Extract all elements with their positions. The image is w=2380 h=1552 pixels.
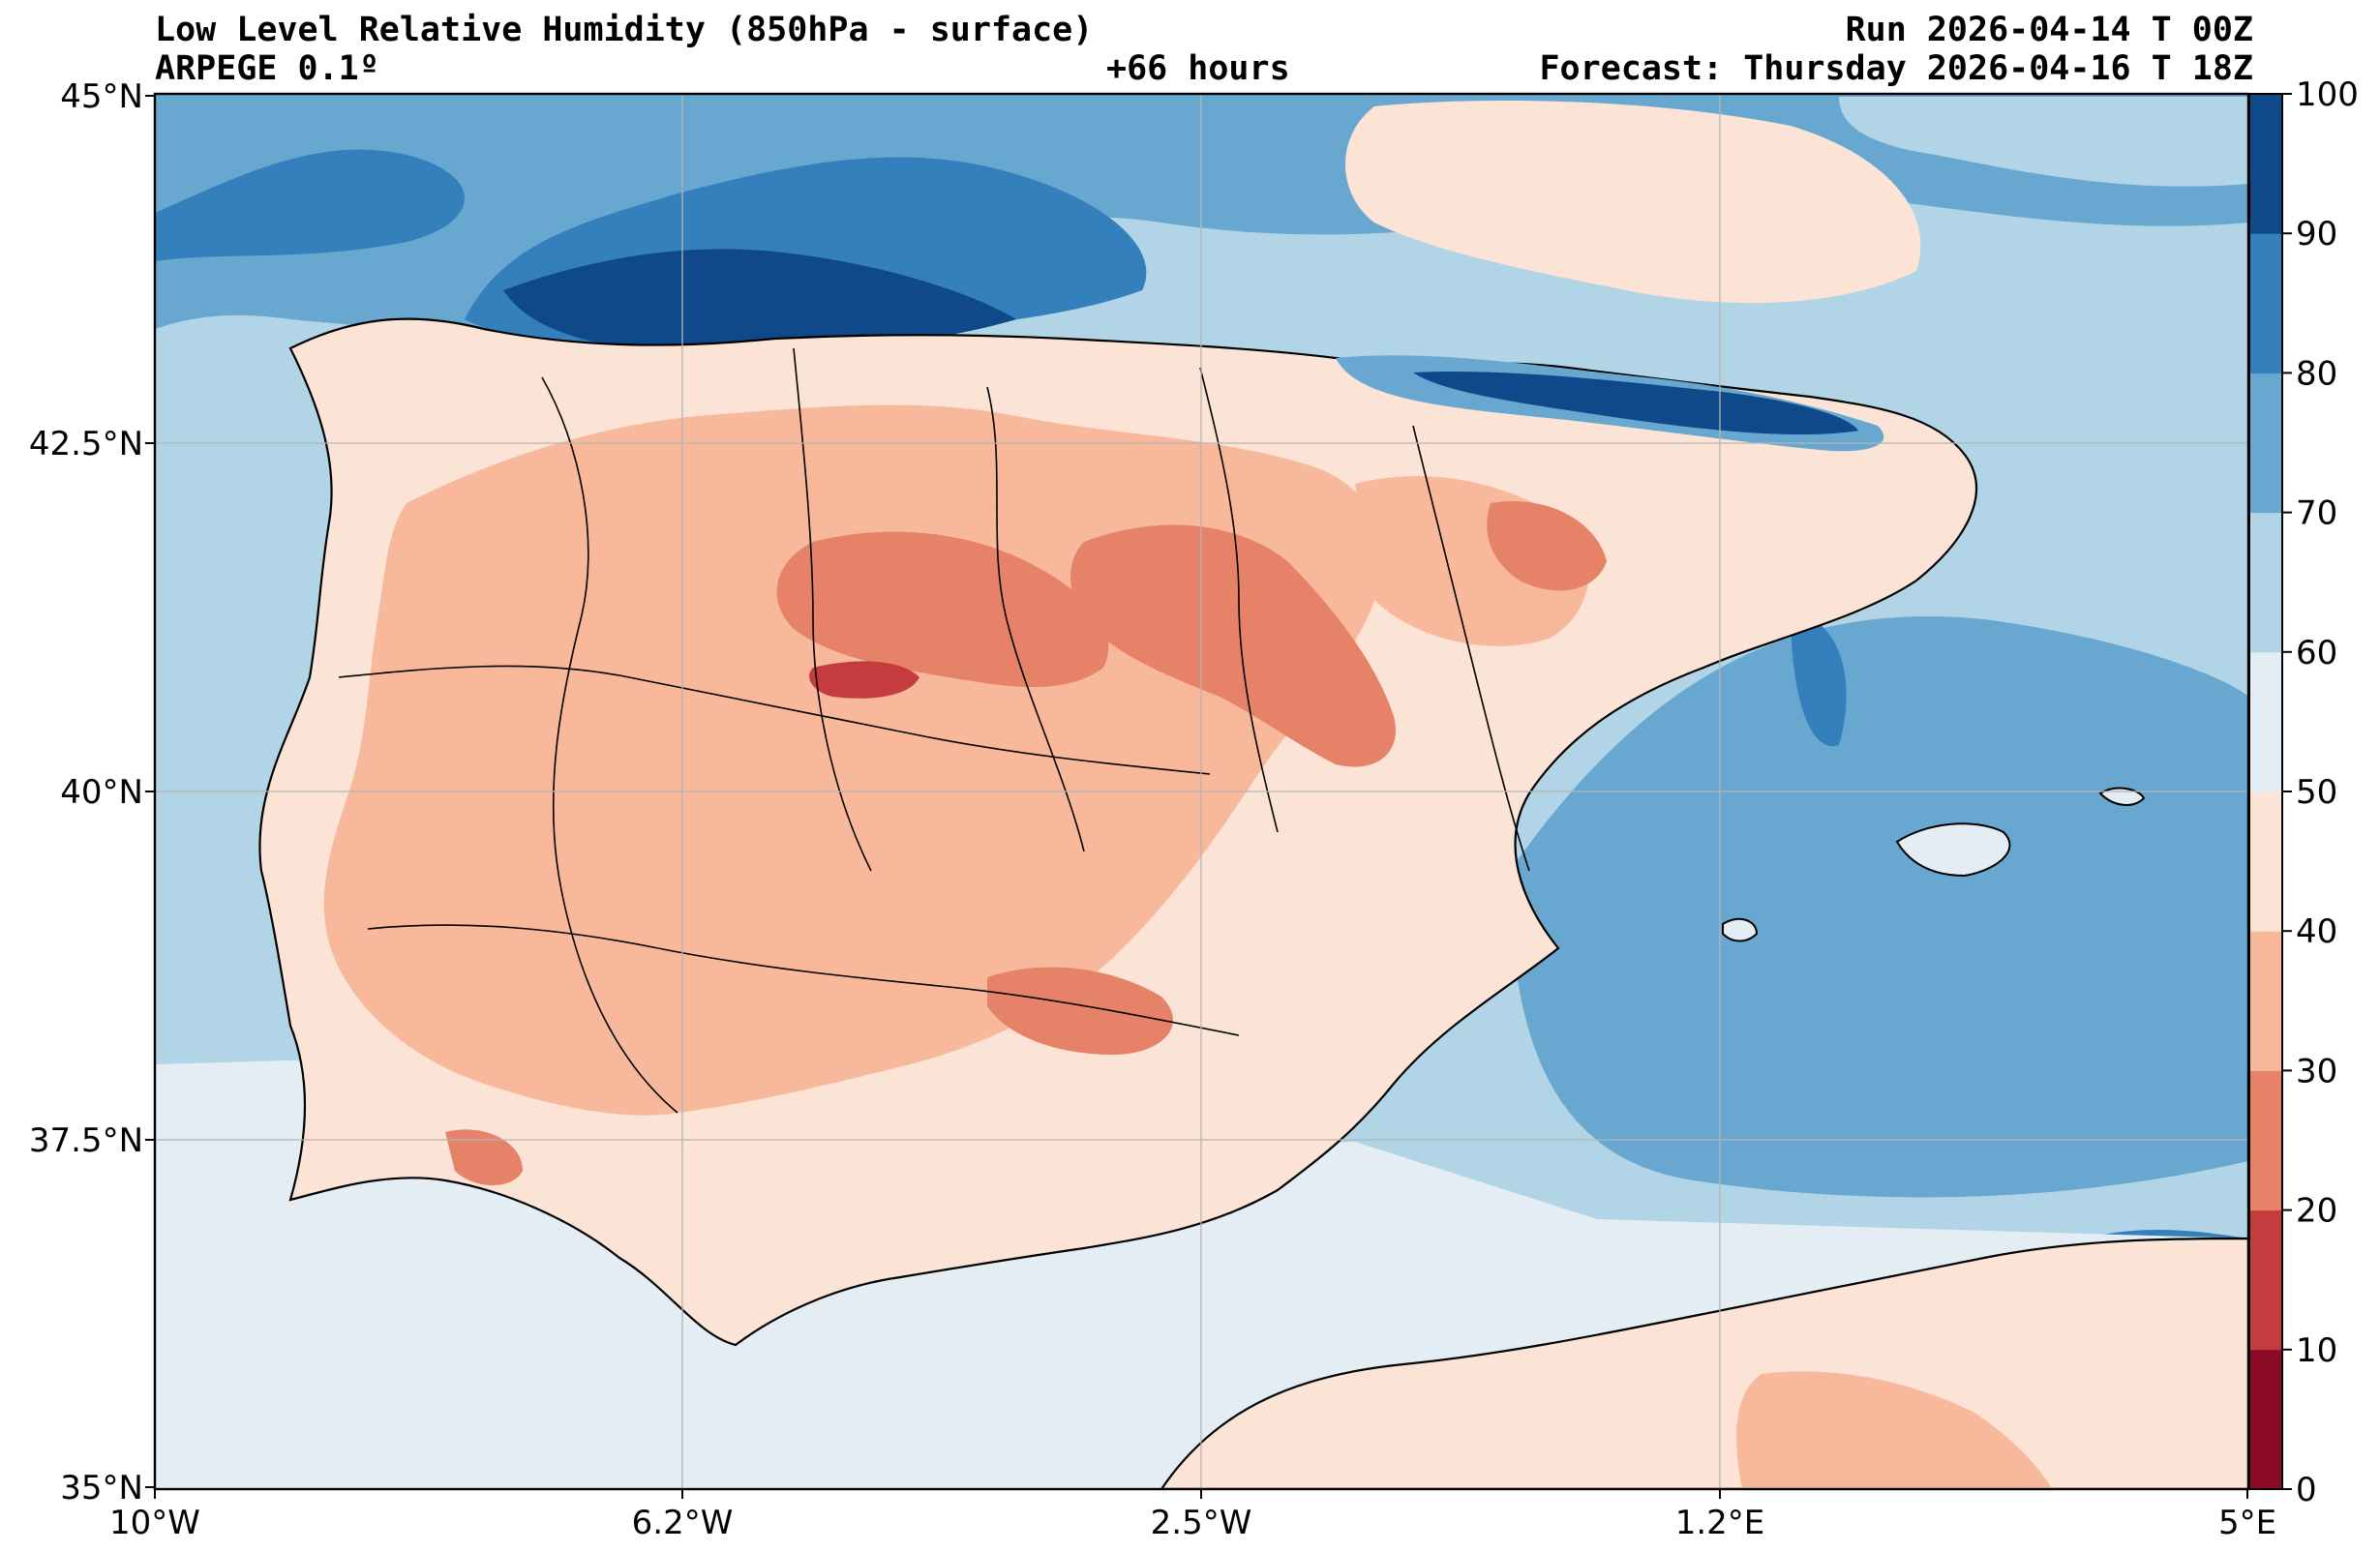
humidity-band-20-30 bbox=[1070, 524, 1396, 767]
colorbar-tick-label: 10 bbox=[2296, 1331, 2337, 1370]
colorbar: 0 10 20 30 40 50 60 70 80 90 100 bbox=[2248, 75, 2359, 1509]
mallorca-island bbox=[1895, 822, 2011, 878]
colorbar-tick-label: 60 bbox=[2296, 634, 2337, 672]
lat-label: 45°N bbox=[60, 77, 143, 116]
humidity-band-20-30 bbox=[1487, 501, 1607, 591]
colorbar-tick-label: 100 bbox=[2296, 75, 2359, 114]
humidity-band-80-90 bbox=[1791, 610, 1847, 747]
lat-label: 37.5°N bbox=[29, 1121, 143, 1160]
lon-label: 10°W bbox=[109, 1504, 200, 1542]
colorbar-tick-label: 30 bbox=[2296, 1052, 2337, 1090]
forecast-label: Forecast: Thursday 2026-04-16 T 18Z bbox=[1539, 49, 2253, 88]
colorbar-segment bbox=[2249, 931, 2282, 1071]
humidity-band-20-30 bbox=[776, 531, 1109, 687]
humidity-band-10-20 bbox=[809, 661, 919, 699]
humidity-band-20-30 bbox=[445, 1129, 523, 1185]
model-label: ARPEGE 0.1º bbox=[155, 49, 379, 88]
humidity-band-60-70 bbox=[1839, 97, 2248, 187]
humidity-band-90-100 bbox=[1413, 372, 1858, 435]
lon-label: 5°E bbox=[2218, 1504, 2276, 1542]
colorbar-segment bbox=[2249, 791, 2282, 932]
lon-label: 2.5°W bbox=[1151, 1504, 1252, 1542]
humidity-band-80-90 bbox=[155, 149, 465, 261]
colorbar-tick-label: 0 bbox=[2296, 1471, 2317, 1509]
ibiza-island bbox=[1722, 917, 1759, 942]
colorbar-segment bbox=[2249, 373, 2282, 514]
humidity-band-30-40 bbox=[1736, 1371, 2052, 1489]
colorbar-tick-label: 40 bbox=[2296, 912, 2337, 951]
latitude-axis: 45°N 42.5°N 40°N 37.5°N 35°N bbox=[29, 77, 155, 1507]
colorbar-segment bbox=[2249, 1070, 2282, 1211]
menorca-island bbox=[2098, 787, 2146, 806]
colorbar-tick-label: 80 bbox=[2296, 354, 2337, 393]
colorbar-tick-label: 70 bbox=[2296, 494, 2337, 533]
lat-label: 35°N bbox=[60, 1469, 143, 1507]
lat-label: 40°N bbox=[60, 773, 143, 812]
colorbar-tick-label: 50 bbox=[2296, 773, 2337, 812]
colorbar-segment bbox=[2249, 233, 2282, 373]
graticule bbox=[155, 94, 2248, 1489]
humidity-band-70-80 bbox=[1510, 616, 2248, 1198]
colorbar-segment bbox=[2249, 1349, 2282, 1490]
chart-title: Low Level Relative Humidity (850hPa - su… bbox=[155, 11, 1094, 49]
colorbar-segment bbox=[2249, 651, 2282, 792]
longitude-axis: 10°W 6.2°W 2.5°W 1.2°E 5°E bbox=[109, 1489, 2276, 1542]
map-area bbox=[155, 94, 2248, 1489]
run-label: Run 2026-04-14 T 00Z bbox=[1845, 11, 2253, 49]
colorbar-tick-label: 90 bbox=[2296, 215, 2337, 254]
lat-label: 42.5°N bbox=[29, 425, 143, 463]
colorbar-tick-label: 20 bbox=[2296, 1192, 2337, 1231]
region-borders bbox=[338, 347, 1530, 1114]
humidity-band-90-100 bbox=[503, 249, 1016, 352]
colorbar-segment bbox=[2249, 512, 2282, 653]
humidity-band-40-50 bbox=[1345, 101, 1921, 304]
lead-time-label: +66 hours bbox=[1106, 49, 1290, 88]
colorbar-segment bbox=[2249, 1209, 2282, 1351]
colorbar-segment bbox=[2249, 94, 2282, 234]
lon-label: 1.2°E bbox=[1675, 1504, 1765, 1542]
lon-label: 6.2°W bbox=[632, 1504, 734, 1542]
humidity-band-20-30 bbox=[987, 967, 1173, 1055]
